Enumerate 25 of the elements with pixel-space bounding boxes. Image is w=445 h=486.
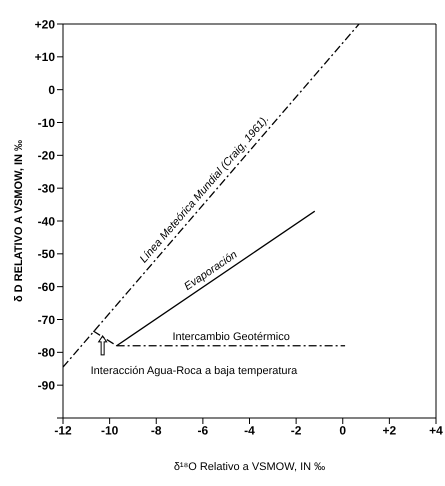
y-tick-label: -10 xyxy=(38,116,56,130)
x-tick-label: +4 xyxy=(429,424,444,438)
x-tick-label: -4 xyxy=(244,424,256,438)
y-tick-label: -50 xyxy=(38,247,56,262)
y-tick-label: -90 xyxy=(38,378,56,392)
y-tick-label: +20 xyxy=(34,17,56,32)
y-tick-label: -40 xyxy=(38,214,56,228)
x-tick-label: -10 xyxy=(100,424,119,438)
x-tick-label: +2 xyxy=(382,424,397,438)
annotation: Interacción Agua-Roca a baja temperatura xyxy=(90,364,298,377)
x-tick-label: -6 xyxy=(198,424,209,438)
x-tick-label: -2 xyxy=(290,424,302,438)
x-axis-title: δ¹⁸O Relativo a VSMOW, IN ‰ xyxy=(174,461,326,473)
y-tick-label: 0 xyxy=(48,82,56,97)
y-tick-label: -20 xyxy=(38,148,56,163)
x-tick-label: -8 xyxy=(150,424,162,438)
y-tick-label: -70 xyxy=(38,312,56,327)
y-tick-label: +10 xyxy=(34,50,56,64)
y-tick-label: -80 xyxy=(38,346,56,360)
series-label: Intercambio Geotérmico xyxy=(172,330,290,343)
y-axis-title: δ D RELATIVO A VSMOW, IN ‰ xyxy=(12,140,25,302)
y-tick-label: -30 xyxy=(38,181,56,196)
x-tick-label: 0 xyxy=(339,424,346,438)
x-tick-label: -12 xyxy=(54,424,72,438)
y-tick-label: -60 xyxy=(38,280,56,294)
